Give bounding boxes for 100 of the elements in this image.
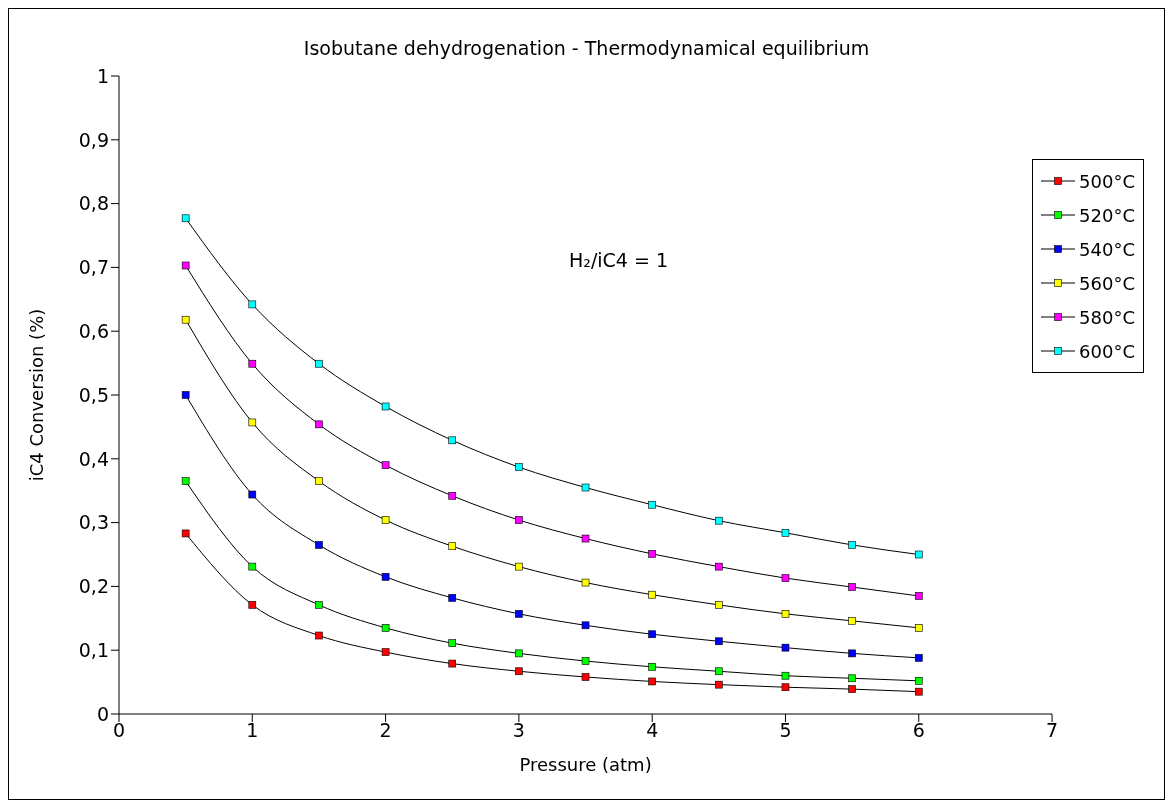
- point: [914, 654, 923, 662]
- point: [315, 601, 323, 609]
- point: [914, 592, 923, 600]
- point: [248, 359, 257, 368]
- annotation: H₂/iC4 = 1: [569, 249, 669, 271]
- point: [515, 667, 523, 676]
- point: [248, 562, 257, 571]
- point: [381, 402, 390, 411]
- point: [781, 671, 790, 680]
- point: [581, 578, 590, 587]
- y-tick-label: 0,5: [78, 383, 109, 406]
- x-tick-label: 3: [512, 719, 525, 742]
- point: [781, 610, 790, 618]
- point: [381, 648, 390, 656]
- point: [581, 483, 590, 492]
- legend-label: 560°C: [1079, 272, 1135, 294]
- point: [781, 529, 790, 537]
- x-tick-label: 7: [1046, 719, 1059, 742]
- point: [381, 461, 390, 469]
- point: [581, 673, 590, 681]
- y-axis-title: iC4 Conversion (%): [26, 308, 48, 482]
- point: [181, 214, 190, 223]
- legend-label: 580°C: [1079, 306, 1135, 328]
- point: [515, 610, 523, 618]
- point: [715, 667, 723, 676]
- point: [315, 420, 323, 429]
- point: [715, 516, 723, 525]
- point: [648, 550, 656, 558]
- x-tick-label: 4: [646, 719, 659, 742]
- point: [181, 261, 190, 270]
- point: [581, 534, 590, 543]
- x-tick-label: 2: [379, 719, 392, 742]
- point: [448, 436, 457, 445]
- point: [448, 492, 457, 500]
- x-tick-label: 1: [246, 719, 259, 742]
- point: [648, 677, 656, 686]
- y-tick-label: 0,3: [78, 511, 109, 534]
- point: [781, 643, 790, 652]
- point: [515, 463, 523, 471]
- point: [581, 621, 590, 630]
- chart-title: Isobutane dehydrogenation - Thermodynamical equilibrium: [302, 37, 871, 59]
- point: [848, 674, 856, 683]
- point: [715, 601, 723, 609]
- x-axis-title: Pressure (atm): [519, 754, 652, 775]
- y-tick-label: 0,2: [78, 575, 109, 598]
- x-tick-label: 5: [779, 719, 792, 742]
- y-tick-label: 0,8: [78, 192, 109, 215]
- point: [781, 574, 790, 582]
- point: [448, 542, 457, 551]
- y-tick-label: 0,7: [78, 256, 109, 279]
- point: [248, 490, 257, 499]
- point: [381, 516, 390, 524]
- point: [648, 590, 656, 599]
- point: [648, 630, 656, 639]
- point: [181, 391, 190, 399]
- point: [914, 687, 923, 696]
- point: [914, 677, 923, 685]
- y-tick-label: 0,9: [78, 128, 109, 151]
- point: [715, 637, 723, 646]
- y-tick-label: 0,4: [78, 447, 109, 470]
- point: [448, 639, 457, 647]
- point: [248, 601, 257, 609]
- point: [315, 477, 323, 485]
- point: [181, 477, 190, 485]
- point: [448, 594, 457, 602]
- point: [715, 680, 723, 689]
- point: [248, 418, 257, 427]
- y-tick-label: 1: [96, 64, 109, 87]
- point: [848, 649, 856, 658]
- point: [448, 659, 457, 668]
- x-tick-label: 6: [912, 719, 925, 742]
- point: [581, 657, 590, 665]
- point: [515, 649, 523, 658]
- legend-label: 600°C: [1079, 340, 1135, 362]
- legend-label: 500°C: [1079, 170, 1135, 192]
- point: [914, 550, 923, 559]
- y-tick-label: 0: [96, 702, 109, 725]
- point: [381, 624, 390, 632]
- point: [315, 631, 323, 640]
- y-tick-label: 0,6: [78, 319, 109, 342]
- point: [848, 583, 856, 591]
- point: [381, 573, 390, 581]
- point: [315, 541, 323, 549]
- legend-label: 520°C: [1079, 204, 1135, 226]
- point: [848, 685, 856, 693]
- y-tick-label: 0,1: [78, 638, 109, 661]
- point: [781, 683, 790, 691]
- point: [715, 562, 723, 571]
- point: [648, 500, 656, 509]
- x-tick-label: 0: [112, 719, 126, 742]
- point: [515, 516, 523, 524]
- point: [848, 541, 856, 549]
- point: [515, 562, 523, 571]
- point: [181, 529, 190, 538]
- point: [914, 624, 923, 632]
- legend-label: 540°C: [1079, 238, 1135, 260]
- point: [848, 617, 856, 625]
- point: [315, 359, 323, 368]
- point: [248, 300, 257, 309]
- point: [181, 315, 190, 324]
